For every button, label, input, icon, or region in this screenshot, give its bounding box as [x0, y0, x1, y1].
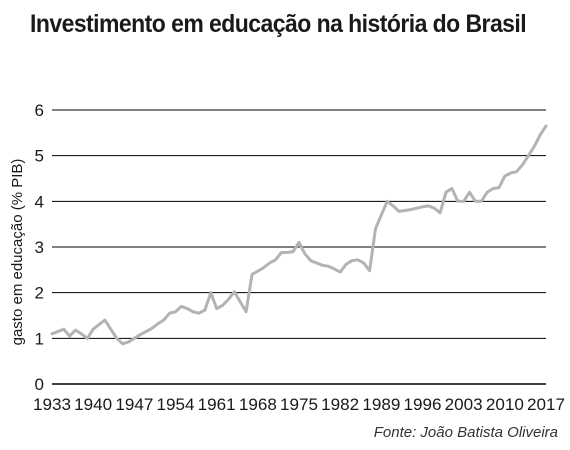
x-tick-label: 1968 [239, 395, 277, 414]
y-tick-label: 3 [35, 238, 44, 257]
x-axis-ticks: 1933 1940 1947 1954 1961 1968 1975 1982 1989 1996… [33, 395, 565, 414]
y-tick-label: 6 [35, 101, 44, 120]
y-tick-label: 0 [35, 375, 44, 394]
x-tick-label: 1940 [74, 395, 112, 414]
x-tick-label: 2010 [486, 395, 524, 414]
x-tick-label: 2017 [527, 395, 565, 414]
y-axis-label: gasto em educação (% PIB) [9, 159, 26, 346]
source-note: Fonte: João Batista Oliveira [373, 424, 558, 441]
x-tick-label: 1961 [198, 395, 236, 414]
x-tick-label: 1996 [404, 395, 442, 414]
x-tick-label: 1982 [321, 395, 359, 414]
y-tick-label: 1 [35, 329, 44, 348]
x-tick-label: 1954 [157, 395, 195, 414]
chart-title: Investimento em educação na história do … [30, 10, 527, 38]
y-tick-label: 2 [35, 284, 44, 303]
y-axis-ticks: 0 1 2 3 4 5 6 [35, 101, 44, 394]
x-tick-label: 1989 [362, 395, 400, 414]
y-tick-label: 4 [35, 192, 44, 211]
x-tick-label: 2003 [445, 395, 483, 414]
x-tick-label: 1975 [280, 395, 318, 414]
x-tick-label: 1933 [33, 395, 71, 414]
y-tick-label: 5 [35, 147, 44, 166]
series-line [50, 124, 548, 346]
x-tick-label: 1947 [115, 395, 153, 414]
